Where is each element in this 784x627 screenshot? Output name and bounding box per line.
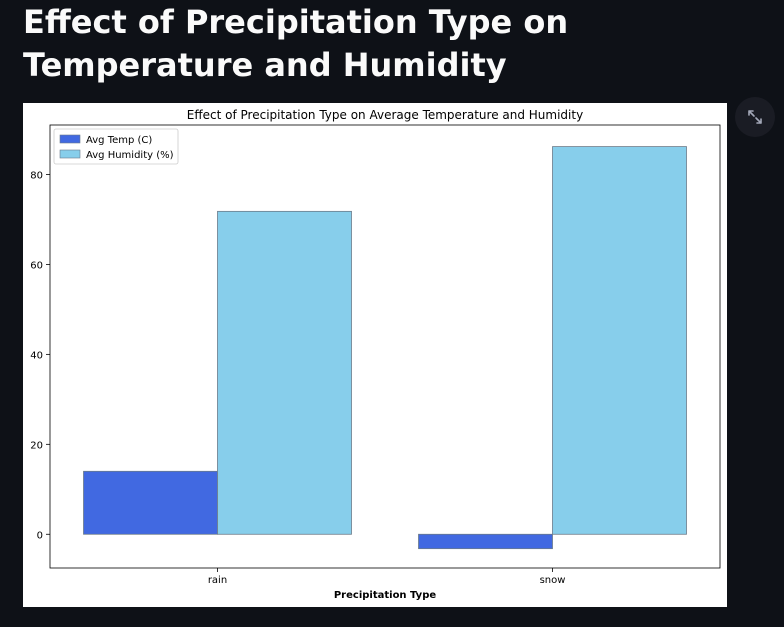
legend-label-1: Avg Humidity (%)	[86, 150, 174, 161]
bar-chart: Effect of Precipitation Type on Average …	[30, 108, 721, 601]
bar-avg-temp-c-rain	[83, 470, 218, 535]
page-title: Effect of Precipitation Type on Temperat…	[23, 3, 569, 84]
legend-box	[53, 128, 179, 165]
chart-container: Effect of Precipitation Type on Average …	[23, 103, 727, 607]
chart-title: Effect of Precipitation Type on Average …	[187, 108, 583, 122]
fullscreen-button[interactable]	[735, 97, 775, 137]
legend-swatch-1	[59, 149, 81, 159]
plot-frame	[49, 124, 721, 569]
legend-label-0: Avg Temp (C)	[86, 135, 152, 146]
y-tick-label: 40	[30, 350, 43, 361]
expand-icon	[748, 110, 762, 124]
x-axis-label: Precipitation Type	[334, 590, 437, 601]
legend-swatch-0	[59, 134, 81, 144]
bar-avg-humidity-snow	[552, 146, 687, 535]
y-tick-label: 0	[37, 530, 43, 541]
y-tick-label: 20	[30, 440, 43, 451]
x-tick-label-snow: snow	[540, 575, 566, 586]
x-tick-label-rain: rain	[208, 575, 227, 586]
y-tick-label: 80	[30, 170, 43, 181]
bar-avg-humidity-rain	[217, 210, 352, 535]
y-tick-label: 60	[30, 260, 43, 271]
bar-avg-temp-c-snow	[418, 533, 553, 550]
